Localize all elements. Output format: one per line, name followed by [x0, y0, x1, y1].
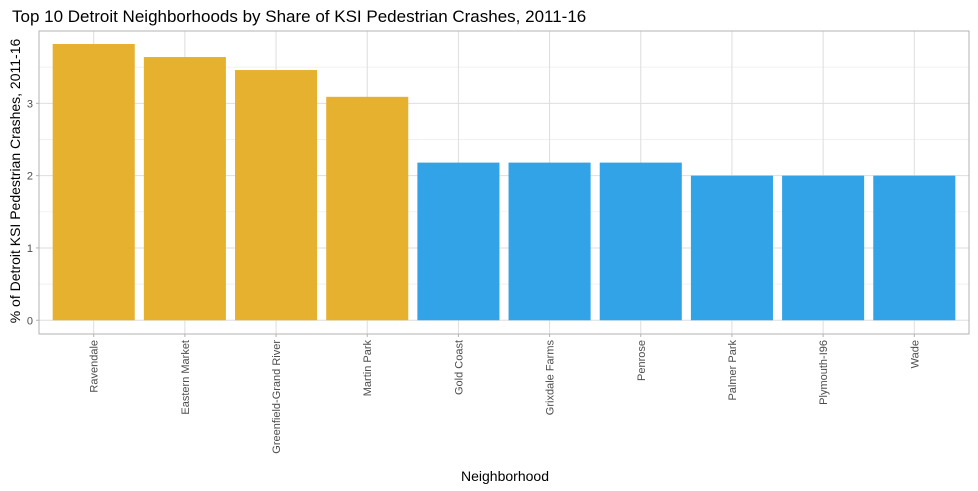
x-tick-label: Plymouth-I96 [818, 340, 830, 405]
bar-penrose [599, 162, 682, 321]
bar-eastern-market [143, 57, 226, 321]
panel-border [38, 30, 970, 335]
x-axis-title: Neighborhood [461, 468, 549, 484]
x-tick-label: Gold Coast [453, 340, 465, 395]
x-tick-label: Greenfield-Grand River [271, 340, 283, 454]
y-tick-label: 1 [27, 243, 33, 255]
bar-gold-coast [417, 162, 500, 321]
y-tick-label: 0 [27, 315, 33, 327]
x-tick-label: Ravendale [89, 340, 101, 393]
bar-ravendale [52, 44, 135, 321]
bar-palmer-park [690, 175, 773, 321]
bar-wade [873, 175, 956, 321]
x-tick-label: Eastern Market [180, 340, 192, 415]
x-tick-label: Penrose [636, 340, 648, 381]
y-tick-label: 3 [27, 98, 33, 110]
plot-area: 0 1 2 3 Ravendale Eastern Market Greenfield-Gr… [27, 30, 970, 454]
x-tick-label: Grixdale Farms [545, 340, 557, 416]
x-tick-label: Wade [909, 340, 921, 368]
bar-greenfield-grand-river [235, 70, 318, 321]
bar-plymouth-i96 [782, 175, 865, 321]
chart-title: Top 10 Detroit Neighborhoods by Share of… [12, 7, 586, 26]
x-tick-label: Martin Park [362, 340, 374, 397]
y-tick-label: 2 [27, 171, 33, 183]
y-axis-title: % of Detroit KSI Pedestrian Crashes, 201… [7, 39, 23, 324]
x-tick-label: Palmer Park [727, 340, 739, 401]
bar-martin-park [326, 96, 409, 321]
bar-grixdale-farms [508, 162, 591, 321]
